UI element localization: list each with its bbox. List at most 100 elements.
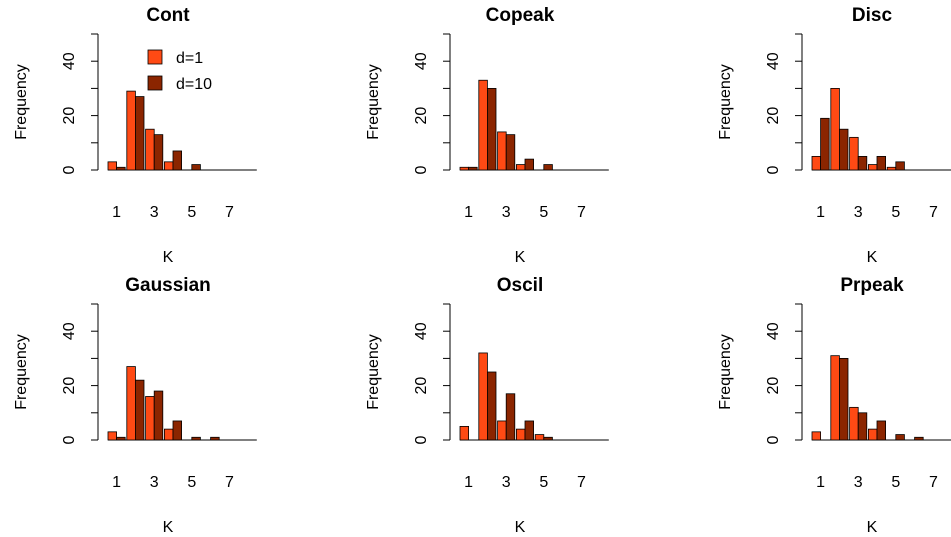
- bar-d10-k1: [116, 436, 126, 441]
- y-tick-label: 0: [765, 165, 782, 174]
- bar-d1-k3: [145, 128, 155, 171]
- x-tick-label: 1: [112, 474, 121, 491]
- y-tick-label: 40: [61, 52, 78, 70]
- bar-d1-k4: [163, 161, 174, 171]
- bar-d10-k2: [486, 88, 497, 171]
- x-tick-label: 1: [464, 474, 473, 491]
- y-axis-label: Frequency: [717, 64, 734, 140]
- bar-d10-k2: [839, 357, 849, 441]
- y-tick-label: 40: [765, 52, 782, 70]
- y-tick-label: 20: [765, 377, 782, 395]
- bar-d1-k2: [126, 90, 136, 171]
- bar-d10-k2: [134, 96, 145, 171]
- x-axis-label: K: [867, 519, 878, 536]
- x-tick-label: 5: [891, 204, 900, 221]
- bar-d1-k4: [868, 428, 878, 441]
- y-tick-label: 40: [413, 52, 430, 70]
- x-tick-label: 1: [464, 204, 473, 221]
- bar-d10-k1: [468, 166, 478, 171]
- y-tick-label: 20: [413, 107, 430, 125]
- x-tick-label: 3: [854, 204, 863, 221]
- bar-d1-k4: [516, 164, 526, 171]
- x-tick-label: 5: [187, 474, 196, 491]
- bar-d1-k3: [145, 396, 155, 441]
- y-tick-label: 20: [413, 377, 430, 395]
- x-tick-label: 5: [187, 204, 196, 221]
- y-tick-label: 20: [61, 377, 78, 395]
- x-tick-label: 7: [929, 204, 938, 221]
- y-tick-label: 40: [61, 322, 78, 340]
- bar-d10-k4: [876, 155, 887, 171]
- y-tick-label: 0: [61, 435, 78, 444]
- bar-d1-k1: [107, 431, 118, 441]
- y-tick-label: 40: [413, 322, 430, 340]
- bar-d10-k2: [486, 371, 497, 441]
- y-axis-label: Frequency: [13, 64, 30, 140]
- bar-d10-k4: [524, 158, 535, 171]
- chart-title: Gaussian: [125, 275, 211, 296]
- bar-d10-k3: [857, 412, 868, 441]
- bar-d10-k3: [857, 155, 868, 171]
- bar-d1-k4: [868, 164, 878, 171]
- bar-d10-k6: [914, 436, 924, 441]
- x-tick-label: 1: [816, 204, 825, 221]
- bar-d10-k4: [876, 420, 887, 441]
- x-axis-label: K: [515, 249, 526, 266]
- x-tick-label: 7: [577, 474, 586, 491]
- bar-d1-k1: [811, 431, 822, 441]
- bar-d10-k6: [210, 436, 220, 441]
- legend: d=1 d=10: [147, 49, 212, 93]
- bar-d10-k3: [505, 393, 516, 441]
- x-tick-label: 7: [577, 204, 586, 221]
- y-axis-label: Frequency: [365, 334, 382, 410]
- bar-d10-k3: [153, 134, 164, 171]
- bar-d10-k1: [116, 166, 126, 171]
- x-tick-label: 7: [225, 204, 234, 221]
- legend-swatch: [147, 49, 163, 65]
- x-tick-label: 5: [539, 474, 548, 491]
- bar-d1-k1: [107, 161, 118, 171]
- y-tick-label: 0: [765, 435, 782, 444]
- legend-swatch: [147, 75, 163, 91]
- bar-d10-k5: [191, 436, 201, 441]
- panel-gaussian: Gaussian 0 20 40 Frequency 1 3 5 7 K: [13, 275, 257, 536]
- x-tick-label: 3: [150, 474, 159, 491]
- bar-d1-k3: [497, 131, 507, 171]
- bar-d1-k3: [497, 420, 507, 441]
- chart-title: Oscil: [497, 275, 543, 296]
- bar-d10-k4: [172, 150, 183, 171]
- panel-disc: Disc 0 20 40 Frequency 1 3 5 7 K: [717, 5, 951, 266]
- bar-d10-k3: [153, 390, 164, 441]
- bar-d1-k4: [163, 428, 174, 441]
- x-axis-label: K: [515, 519, 526, 536]
- panel-oscil: Oscil 0 20 40 Frequency 1 3 5 7 K: [365, 275, 609, 536]
- y-tick-label: 20: [765, 107, 782, 125]
- bar-d1-k2: [478, 352, 488, 441]
- y-tick-label: 40: [765, 322, 782, 340]
- bar-d1-k1: [459, 425, 470, 441]
- bar-d10-k2: [839, 128, 849, 171]
- bar-d1-k5: [886, 166, 897, 171]
- y-tick-label: 0: [61, 165, 78, 174]
- y-tick-label: 20: [61, 107, 78, 125]
- y-axis-label: Frequency: [13, 334, 30, 410]
- legend-label: d=10: [176, 76, 212, 93]
- bar-d1-k2: [126, 366, 136, 441]
- bar-d1-k2: [478, 79, 488, 171]
- x-tick-label: 3: [502, 474, 511, 491]
- y-tick-label: 0: [413, 165, 430, 174]
- bar-d10-k1: [820, 117, 830, 171]
- x-tick-label: 5: [891, 474, 900, 491]
- bar-d10-k5: [895, 434, 905, 441]
- bar-d1-k2: [830, 355, 840, 441]
- panel-prpeak: Prpeak 0 20 40 Frequency 1 3 5 7 K: [717, 275, 951, 536]
- x-axis-label: K: [163, 519, 174, 536]
- bar-d10-k4: [172, 420, 183, 441]
- bar-d10-k5: [895, 161, 905, 171]
- x-tick-label: 3: [854, 474, 863, 491]
- chart-title: Cont: [146, 5, 190, 26]
- y-axis-label: Frequency: [365, 64, 382, 140]
- x-tick-label: 7: [225, 474, 234, 491]
- bar-d10-k2: [134, 379, 145, 441]
